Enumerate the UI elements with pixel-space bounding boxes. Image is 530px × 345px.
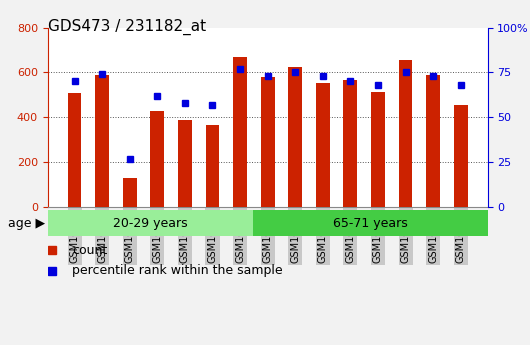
Bar xyxy=(95,75,109,207)
Bar xyxy=(261,77,275,207)
Bar xyxy=(253,210,488,236)
Bar xyxy=(151,110,164,207)
Bar xyxy=(68,92,82,207)
Bar xyxy=(399,60,412,207)
Bar xyxy=(123,178,137,207)
Text: percentile rank within the sample: percentile rank within the sample xyxy=(72,264,282,277)
Bar xyxy=(233,57,247,207)
Text: 20-29 years: 20-29 years xyxy=(113,217,188,230)
Bar xyxy=(316,82,330,207)
Bar xyxy=(371,91,385,207)
Bar xyxy=(48,210,253,236)
Text: age ▶: age ▶ xyxy=(8,217,45,230)
Bar xyxy=(454,105,467,207)
Text: GDS473 / 231182_at: GDS473 / 231182_at xyxy=(48,19,206,35)
Bar xyxy=(343,80,357,207)
Bar xyxy=(206,125,219,207)
Bar xyxy=(426,75,440,207)
Text: count: count xyxy=(72,244,107,257)
Text: 65-71 years: 65-71 years xyxy=(333,217,408,230)
Bar xyxy=(288,67,302,207)
Bar xyxy=(178,119,192,207)
